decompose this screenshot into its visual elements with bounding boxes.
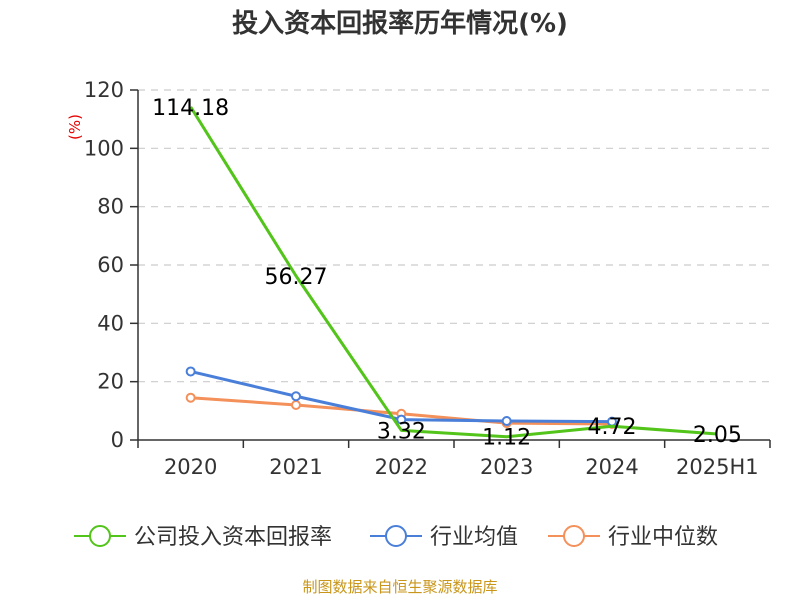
legend-swatch-marker [89,525,111,547]
legend: 公司投入资本回报率 行业均值 行业中位数 [74,525,718,550]
data-point [291,391,301,402]
data-point [185,366,196,377]
y-tick-label: 100 [84,136,124,160]
y-tick-label: 80 [97,195,124,219]
grid-lines [138,89,770,383]
x-tick-label: 2025H1 [676,455,759,479]
data-point [501,416,512,427]
x-tick-label: 2021 [269,455,322,479]
y-tick-label: 60 [97,253,124,277]
legend-swatch-marker [563,525,585,547]
source-note: 制图数据来自恒生聚源数据库 [302,578,497,596]
x-tick-label: 2020 [164,455,217,479]
data-label: 3.32 [377,419,426,444]
data-labels: 114.18 56.27 3.32 1.12 4.72 2.05 [152,96,742,451]
chart-title: 投入资本回报率历年情况(%) [232,8,568,39]
series-group [185,106,718,439]
data-label: 2.05 [693,423,742,448]
y-tick-label: 40 [97,311,124,335]
y-tick-label: 120 [84,78,124,102]
y-tick-label: 20 [97,370,124,394]
data-label: 1.12 [482,426,531,451]
data-label: 4.72 [588,415,637,440]
axes: 0 20 40 60 80 100 120 2020 2021 2022 2023 2024 2025H… [84,78,771,479]
legend-label: 行业中位数 [608,525,718,550]
x-tick-label: 2023 [480,455,533,479]
series-line [189,106,718,439]
legend-label: 行业均值 [430,525,518,550]
data-point [291,400,301,410]
data-point [185,392,196,403]
legend-swatch-marker [385,525,407,547]
y-axis-unit: (%) [66,114,84,140]
data-label: 114.18 [152,96,229,121]
y-tick-label: 0 [111,428,124,452]
x-tick-label: 2024 [585,455,638,479]
x-tick-label: 2022 [375,455,428,479]
data-point [396,414,407,425]
data-label: 56.27 [265,265,328,290]
legend-label: 公司投入资本回报率 [134,525,332,550]
